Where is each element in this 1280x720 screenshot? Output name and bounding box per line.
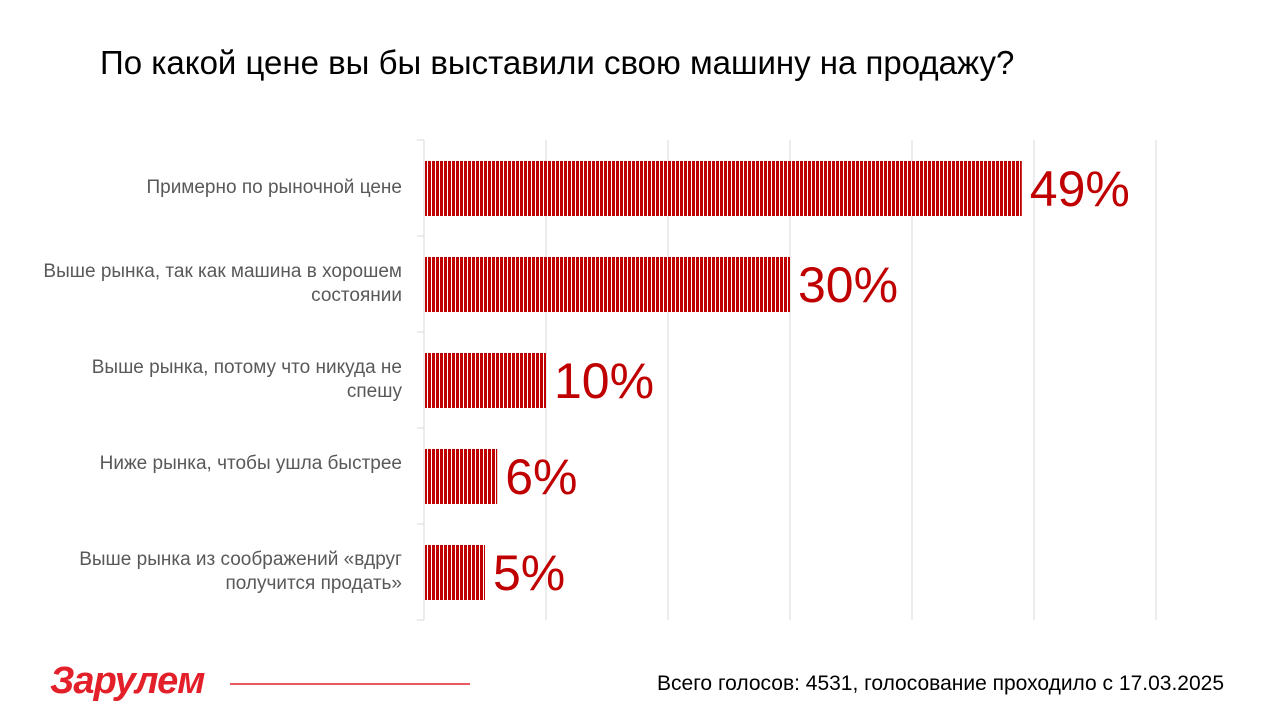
logo-divider <box>230 683 470 685</box>
bar <box>425 449 498 504</box>
bar <box>425 545 485 600</box>
data-label: 6% <box>505 449 578 505</box>
category-label: Выше рынка, потому что никуда не спешу <box>91 357 402 402</box>
footer-note: Всего голосов: 4531, голосование проходи… <box>657 672 1224 695</box>
bar <box>425 257 790 312</box>
data-label: 49% <box>1029 161 1130 217</box>
bar <box>425 353 546 408</box>
data-label: 5% <box>493 545 566 601</box>
category-label: Ниже рынка, чтобы ушла быстрее <box>99 453 402 474</box>
zarulem-logo: Зарулем <box>50 660 205 702</box>
chart-title: По какой цене вы бы выставили свою машин… <box>100 44 1015 81</box>
data-label: 10% <box>554 353 655 409</box>
category-label: Выше рынка из соображений «вдруг получит… <box>79 549 402 594</box>
category-label: Выше рынка, так как машина в хорошем сос… <box>43 261 402 306</box>
category-label: Примерно по рыночной цене <box>146 177 402 198</box>
bar <box>425 161 1022 216</box>
data-label: 30% <box>798 257 899 313</box>
